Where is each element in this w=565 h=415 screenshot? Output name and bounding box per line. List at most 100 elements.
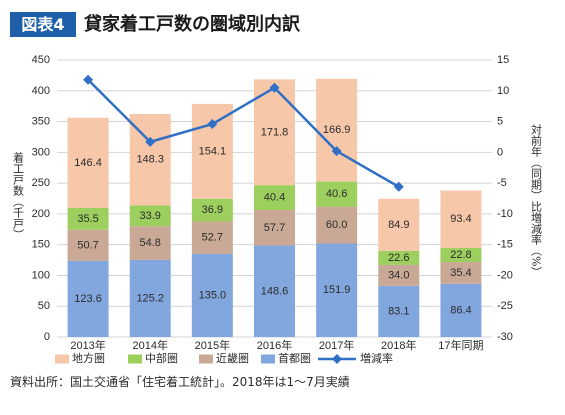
y2-tick-label: -15 [497,239,513,251]
bar-segment [378,198,420,252]
data-label: 166.9 [323,124,351,136]
y2-tick-label: -25 [497,300,513,312]
data-labels: 123.6 50.7 35.5 146.4 125.2 54.8 33.9 148.3 135.… [74,124,471,317]
growth-rate-marker [207,119,218,130]
data-label: 50.7 [77,239,98,251]
data-label: 36.9 [202,204,223,216]
legend-label: 増減率 [360,351,393,365]
y2-tick-label: -10 [497,208,513,220]
legend-swatch [199,354,213,364]
data-label: 171.8 [261,126,289,138]
legend: 地方圏 中部圏 近畿圏 首都圏 増減率 [55,351,393,365]
bar-segment [129,259,171,337]
data-label: 54.8 [140,237,161,249]
data-label: 151.9 [323,284,351,296]
data-label: 86.4 [450,304,471,316]
y-tick-label: 0 [44,331,50,343]
legend-label: 首都圏 [278,351,311,365]
bars [67,78,482,337]
figure-number-badge: 図表4 [10,12,76,37]
y-axis-ticks: 0 50 100 150 200 250 300 350 400 450 [32,54,50,343]
y2-tick-label: 15 [497,54,509,66]
legend-label: 中部圏 [145,351,178,365]
source-note: 資料出所：国土交通省「住宅着工統計」。2018年は1～7月実績 [10,375,350,389]
legend-swatch [261,354,275,364]
data-label: 52.7 [202,232,223,244]
bar-segment [191,253,233,337]
data-label: 60.0 [326,219,347,231]
bar-segment [378,285,420,337]
y-tick-label: 250 [32,177,50,189]
x-axis-ticks: 2013年 2014年 2015年 2016年 2017年 2018年 17年同期 [70,338,483,352]
y-tick-label: 200 [32,208,50,220]
data-label: 40.4 [264,192,285,204]
data-label: 148.3 [136,154,164,166]
x-tick-label: 2018年 [381,338,416,352]
data-label: 148.6 [261,285,289,297]
y2-tick-label: -5 [497,177,507,189]
y-tick-label: 350 [32,116,50,128]
bar-segment [254,185,295,211]
data-label: 93.4 [450,213,471,225]
legend-line-marker [332,354,342,364]
y-tick-label: 150 [32,239,50,251]
y2-tick-label: 0 [497,146,503,158]
data-label: 84.9 [388,219,409,231]
bar-segment [316,243,358,337]
bar-segment [191,221,233,254]
y-axis-title: 着工戸数（千戸） [11,152,25,240]
bar-segment [67,229,109,261]
data-label: 125.2 [136,292,164,304]
y2-axis-ticks: 15 10 5 0 -5 -10 -15 -20 -25 -30 [497,54,513,343]
bar-segment [67,207,109,230]
x-tick-label: 2016年 [257,338,292,352]
line-series [83,74,404,192]
bar-segment [440,283,482,337]
x-tick-label: 2014年 [132,338,167,352]
y-tick-label: 300 [32,146,50,158]
y2-tick-label: -30 [497,331,513,343]
bar-segment [191,198,233,222]
data-label: 35.4 [450,267,471,279]
data-label: 40.6 [326,188,347,200]
page-title: 貸家着工戸数の圏域別内訳 [84,14,300,35]
y2-tick-label: -20 [497,269,513,281]
growth-rate-marker [145,136,156,147]
bar-segment [254,210,295,246]
growth-rate-marker [269,82,280,93]
y2-tick-label: 5 [497,116,503,128]
x-tick-label: 2015年 [195,338,230,352]
data-label: 135.0 [199,289,227,301]
bar-segment [316,206,358,244]
data-label: 34.0 [388,269,409,281]
data-label: 35.5 [77,213,98,225]
x-tick-label: 17年同期 [438,338,483,352]
growth-rate-marker [83,74,94,85]
x-tick-label: 2017年 [319,338,354,352]
y2-tick-label: 10 [497,85,509,97]
bar-segment [67,117,109,208]
legend-label: 近畿圏 [216,351,249,365]
bar-segment [440,247,482,263]
bar-segment [440,190,482,248]
bar-segment [440,262,482,284]
bar-segment [378,251,420,265]
growth-rate-marker [393,181,404,192]
data-label: 83.1 [388,305,409,317]
legend-swatch [128,354,142,364]
x-tick-label: 2013年 [70,338,105,352]
bar-segment [254,245,295,337]
data-label: 57.7 [264,222,285,234]
growth-rate-line [87,78,400,188]
bar-segment [129,205,171,227]
data-label: 154.1 [199,145,227,157]
bar-segment [67,260,109,337]
legend-swatch [55,354,69,364]
data-label: 146.4 [74,157,102,169]
y-tick-label: 50 [38,300,50,312]
y2-axis-title: 対前年（同期）比増減率（%） [529,124,543,278]
bar-segment [316,181,358,207]
legend-label: 地方圏 [72,351,105,365]
data-label: 22.6 [388,252,409,264]
y-tick-label: 400 [32,85,50,97]
